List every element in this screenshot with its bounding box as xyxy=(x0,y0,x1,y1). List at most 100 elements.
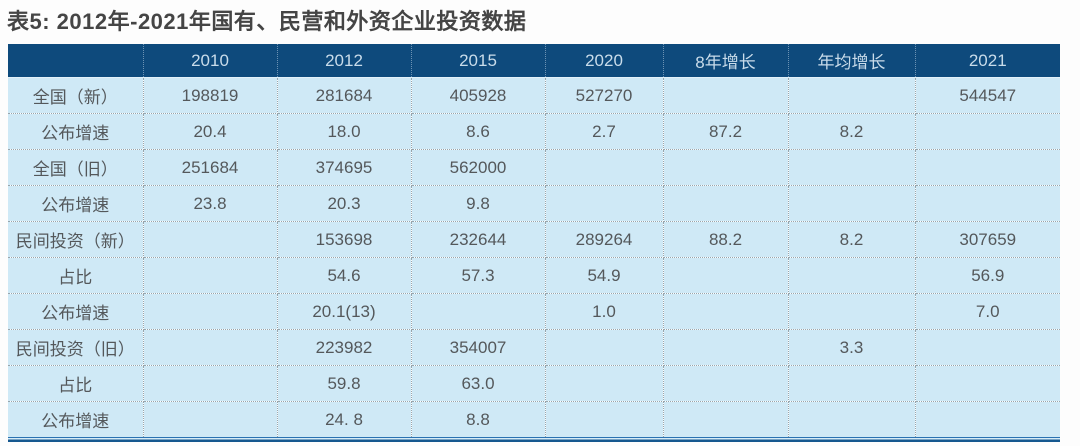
investment-data-table: 2010 2012 2015 2020 8年增长 年均增长 2021 全国（新） 198819… xyxy=(8,44,1060,437)
table-cell xyxy=(143,257,278,294)
table-cell: 544547 xyxy=(915,77,1060,114)
table-cell: 20.1(13) xyxy=(277,293,412,330)
table-row: 公布增速 20.1(13) 1.0 7.0 xyxy=(8,293,1060,330)
table-cell xyxy=(915,329,1060,366)
table-cell: 2.7 xyxy=(545,113,664,150)
table-cell: 54.6 xyxy=(277,257,412,294)
table-cell: 9.8 xyxy=(411,185,546,222)
table-cell: 8.2 xyxy=(788,113,916,150)
table-cell xyxy=(788,257,916,294)
table-cell: 20.4 xyxy=(143,113,278,150)
table-cell: 527270 xyxy=(545,77,664,114)
table-row: 公布增速 20.4 18.0 8.6 2.7 87.2 8.2 xyxy=(8,113,1060,150)
table-row: 占比 59.8 63.0 xyxy=(8,365,1060,402)
table-cell xyxy=(663,365,789,402)
table-cell xyxy=(143,293,278,330)
table-cell: 24. 8 xyxy=(277,401,412,437)
table-cell: 223982 xyxy=(277,329,412,366)
table-cell: 8.2 xyxy=(788,221,916,258)
table-cell xyxy=(788,185,916,222)
column-header-cell: 2012 xyxy=(277,44,412,78)
table-cell: 88.2 xyxy=(663,221,789,258)
row-label: 公布增速 xyxy=(8,401,144,437)
table-cell: 87.2 xyxy=(663,113,789,150)
table-cell xyxy=(788,77,916,114)
row-label: 民间投资（旧） xyxy=(8,329,144,366)
table-cell: 59.8 xyxy=(277,365,412,402)
table-cell: 3.3 xyxy=(788,329,916,366)
table-cell xyxy=(788,149,916,186)
table-cell xyxy=(545,329,664,366)
table-cell xyxy=(545,401,664,437)
table-cell: 354007 xyxy=(411,329,546,366)
table-header: 2010 2012 2015 2020 8年增长 年均增长 2021 xyxy=(8,44,1060,78)
row-label: 民间投资（新） xyxy=(8,221,144,258)
table-cell: 251684 xyxy=(143,149,278,186)
table-cell: 198819 xyxy=(143,77,278,114)
table-cell: 7.0 xyxy=(915,293,1060,330)
table-cell xyxy=(143,329,278,366)
table-bottom-rule xyxy=(8,437,1060,442)
table-row: 民间投资（新） 153698 232644 289264 88.2 8.2 307659 xyxy=(8,221,1060,258)
table-cell xyxy=(915,401,1060,437)
column-header-cell: 2010 xyxy=(143,44,278,78)
table-cell: 8.6 xyxy=(411,113,546,150)
table-cell xyxy=(915,365,1060,402)
table-cell xyxy=(545,365,664,402)
row-label: 公布增速 xyxy=(8,185,144,222)
table-cell: 1.0 xyxy=(545,293,664,330)
table-cell xyxy=(143,365,278,402)
table-body: 全国（新） 198819 281684 405928 527270 544547 公布增速 2… xyxy=(8,77,1060,437)
column-header-cell: 8年增长 xyxy=(663,44,789,78)
table-cell: 56.9 xyxy=(915,257,1060,294)
column-header-cell: 年均增长 xyxy=(788,44,916,78)
table-cell: 20.3 xyxy=(277,185,412,222)
table-cell xyxy=(663,329,789,366)
table-cell: 54.9 xyxy=(545,257,664,294)
row-label: 全国（新） xyxy=(8,77,144,114)
table-cell xyxy=(143,221,278,258)
table-cell xyxy=(788,401,916,437)
column-header-cell: 2020 xyxy=(545,44,664,78)
corner-header-cell xyxy=(8,44,144,78)
table-cell xyxy=(545,185,664,222)
table-cell: 57.3 xyxy=(411,257,546,294)
table-cell xyxy=(663,149,789,186)
table-row: 全国（旧） 251684 374695 562000 xyxy=(8,149,1060,186)
table-cell: 18.0 xyxy=(277,113,412,150)
table-cell xyxy=(143,401,278,437)
table-row: 民间投资（旧） 223982 354007 3.3 xyxy=(8,329,1060,366)
table-cell xyxy=(663,257,789,294)
table-cell xyxy=(915,149,1060,186)
table-cell: 307659 xyxy=(915,221,1060,258)
table-cell xyxy=(411,293,546,330)
table-header-row: 2010 2012 2015 2020 8年增长 年均增长 2021 xyxy=(8,44,1060,78)
table-cell xyxy=(663,401,789,437)
table-row: 公布增速 24. 8 8.8 xyxy=(8,401,1060,437)
table-cell: 8.8 xyxy=(411,401,546,437)
table-cell xyxy=(788,365,916,402)
table-cell: 405928 xyxy=(411,77,546,114)
table-cell xyxy=(915,185,1060,222)
table-cell: 153698 xyxy=(277,221,412,258)
table-cell xyxy=(663,185,789,222)
table-cell xyxy=(663,77,789,114)
table-cell xyxy=(545,149,664,186)
row-label: 公布增速 xyxy=(8,113,144,150)
table-cell: 374695 xyxy=(277,149,412,186)
table-cell xyxy=(915,113,1060,150)
table-cell xyxy=(788,293,916,330)
table-cell: 281684 xyxy=(277,77,412,114)
table-cell: 289264 xyxy=(545,221,664,258)
table-row: 公布增速 23.8 20.3 9.8 xyxy=(8,185,1060,222)
table-cell: 232644 xyxy=(411,221,546,258)
table-cell xyxy=(663,293,789,330)
table-title: 表5: 2012年-2021年国有、民营和外资企业投资数据 xyxy=(7,9,527,34)
column-header-cell: 2021 xyxy=(915,44,1060,78)
table-row: 占比 54.6 57.3 54.9 56.9 xyxy=(8,257,1060,294)
column-header-cell: 2015 xyxy=(411,44,546,78)
row-label: 全国（旧） xyxy=(8,149,144,186)
table-row: 全国（新） 198819 281684 405928 527270 544547 xyxy=(8,77,1060,114)
table-cell: 562000 xyxy=(411,149,546,186)
